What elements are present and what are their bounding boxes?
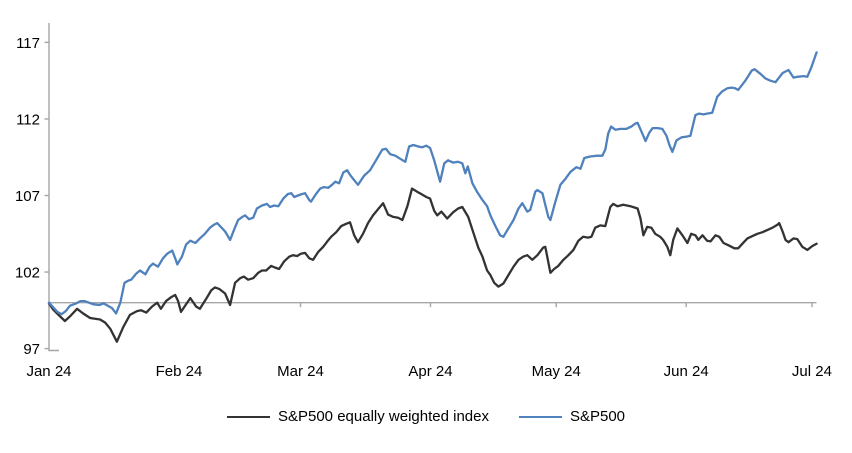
sp500-line-swatch <box>518 415 562 418</box>
y-axis-tick-label: 107 <box>15 188 40 205</box>
y-axis-tick-label: 97 <box>23 341 40 358</box>
series-line-equal-weight <box>47 187 818 343</box>
x-axis-tick-label: Apr 24 <box>408 363 452 380</box>
x-axis-tick-label: Jan 24 <box>26 363 71 380</box>
x-axis-tick-label: May 24 <box>532 363 581 380</box>
series-line-sp500 <box>47 51 818 316</box>
y-axis-tick-label: 112 <box>16 111 40 128</box>
y-axis-tick-label: 102 <box>15 265 40 282</box>
legend-item-equal-weight: S&P500 equally weighted index <box>226 408 489 425</box>
y-axis-line <box>48 23 59 352</box>
x-axis-tick-label: Mar 24 <box>277 363 324 380</box>
axes: 97 102 107 112 117 Jan 24 Feb 24 Mar 24 Apr 24 Ma… <box>15 23 832 380</box>
legend-label-sp500: S&P500 <box>569 408 626 425</box>
x-axis-tick-label: Jul 24 <box>792 363 832 380</box>
x-axis-tick-label: Feb 24 <box>156 363 203 380</box>
series-lines <box>47 51 818 343</box>
legend-label-equal-weight: S&P500 equally weighted index <box>277 408 489 425</box>
line-chart-canvas: 97 102 107 112 117 Jan 24 Feb 24 Mar 24 Apr 24 Ma… <box>15 23 832 380</box>
y-axis-tick-label: 117 <box>16 35 40 52</box>
legend: S&P500 equally weighted index S&P500 <box>0 408 852 425</box>
equal-weight-line-swatch <box>226 415 270 418</box>
x-axis-tick-label: Jun 24 <box>664 363 709 380</box>
legend-item-sp500: S&P500 <box>518 408 626 425</box>
